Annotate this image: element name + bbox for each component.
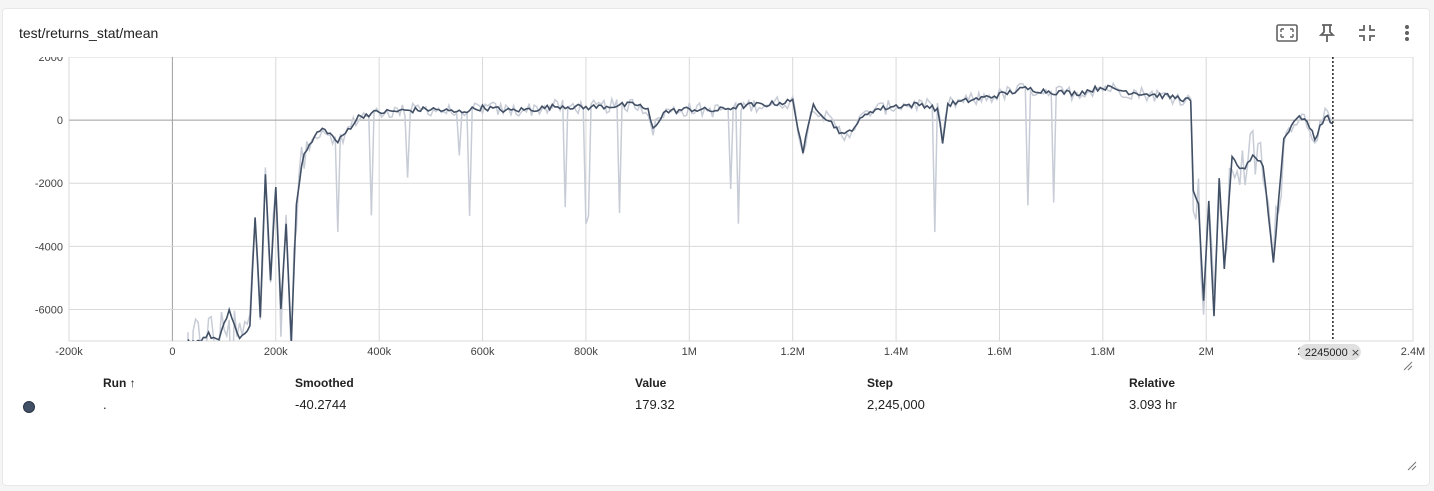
y-tick-label: -4000 xyxy=(35,241,63,253)
col-run-header[interactable]: Run ↑ xyxy=(103,376,136,390)
x-tick-label: 1.2M xyxy=(780,346,804,358)
pin-icon xyxy=(1319,24,1335,42)
x-tick-label: 1.8M xyxy=(1091,346,1115,358)
more-button[interactable] xyxy=(1393,19,1421,47)
table-resize-handle[interactable] xyxy=(1407,461,1417,471)
hover-step-chip[interactable] xyxy=(1298,344,1361,360)
x-tick-label: 400k xyxy=(367,346,391,358)
collapse-icon xyxy=(1359,25,1375,41)
collapse-button[interactable] xyxy=(1353,19,1381,47)
run-color-dot xyxy=(23,401,35,413)
axis-layer: -200k 0 200k 400k 600k 800k 1M 1.2M 1.4M 1.6M 1.8M… xyxy=(35,57,1425,358)
fit-domain-button[interactable] xyxy=(1273,19,1301,47)
col-value-header[interactable]: Value xyxy=(635,376,667,390)
x-tick-label: -200k xyxy=(55,346,83,358)
x-tick-label: 1M xyxy=(682,346,697,358)
card-toolbar xyxy=(1273,19,1421,47)
more-vert-icon xyxy=(1405,25,1409,41)
y-tick-label: -2000 xyxy=(35,178,63,190)
run-name: . xyxy=(103,397,107,412)
data-table-header: Run ↑ Smoothed Value Step Relative xyxy=(3,376,1429,396)
grid-layer xyxy=(68,57,1414,342)
hover-step-label: 2245000 xyxy=(1305,347,1348,359)
table-row: . -40.2744 179.32 2,245,000 3.093 hr xyxy=(3,397,1429,419)
step-value: 2,245,000 xyxy=(867,397,925,412)
chart-resize-handle[interactable] xyxy=(1403,361,1413,371)
y-tick-label: 0 xyxy=(57,115,63,127)
relative-value: 3.093 hr xyxy=(1129,397,1177,412)
x-tick-label: 0 xyxy=(169,346,175,358)
col-relative-header[interactable]: Relative xyxy=(1129,376,1176,390)
x-tick-label: 2M xyxy=(1199,346,1214,358)
line-chart[interactable]: -200k 0 200k 400k 600k 800k 1M 1.2M 1.4M 1.6M 1.8M… xyxy=(3,57,1429,373)
x-tick-label: 1.4M xyxy=(884,346,908,358)
chart-svg[interactable]: -200k 0 200k 400k 600k 800k 1M 1.2M 1.4M 1.6M 1.8M… xyxy=(3,57,1429,373)
scalar-card: test/returns_stat/mean xyxy=(2,8,1430,486)
x-tick-label: 800k xyxy=(574,346,598,358)
x-tick-label: 2.4M xyxy=(1401,346,1425,358)
plot-frame xyxy=(68,57,1414,342)
x-tick-label: 1.6M xyxy=(987,346,1011,358)
x-tick-label: 200k xyxy=(264,346,288,358)
raw-series-line xyxy=(187,81,1334,341)
col-smoothed-header[interactable]: Smoothed xyxy=(295,376,354,390)
raw-value: 179.32 xyxy=(635,397,675,412)
x-tick-label: 600k xyxy=(471,346,495,358)
smoothed-series-line xyxy=(187,84,1334,341)
y-tick-label: -6000 xyxy=(35,304,63,316)
series-layer xyxy=(187,81,1334,341)
pin-button[interactable] xyxy=(1313,19,1341,47)
col-step-header[interactable]: Step xyxy=(867,376,894,390)
card-title: test/returns_stat/mean xyxy=(19,25,159,41)
y-tick-label: 2000 xyxy=(39,57,63,64)
hover-layer: 2245000 × xyxy=(1298,57,1361,360)
hover-step-close-icon[interactable]: × xyxy=(1351,346,1360,359)
fit-domain-icon xyxy=(1276,24,1298,42)
smoothed-value: -40.2744 xyxy=(295,397,347,412)
